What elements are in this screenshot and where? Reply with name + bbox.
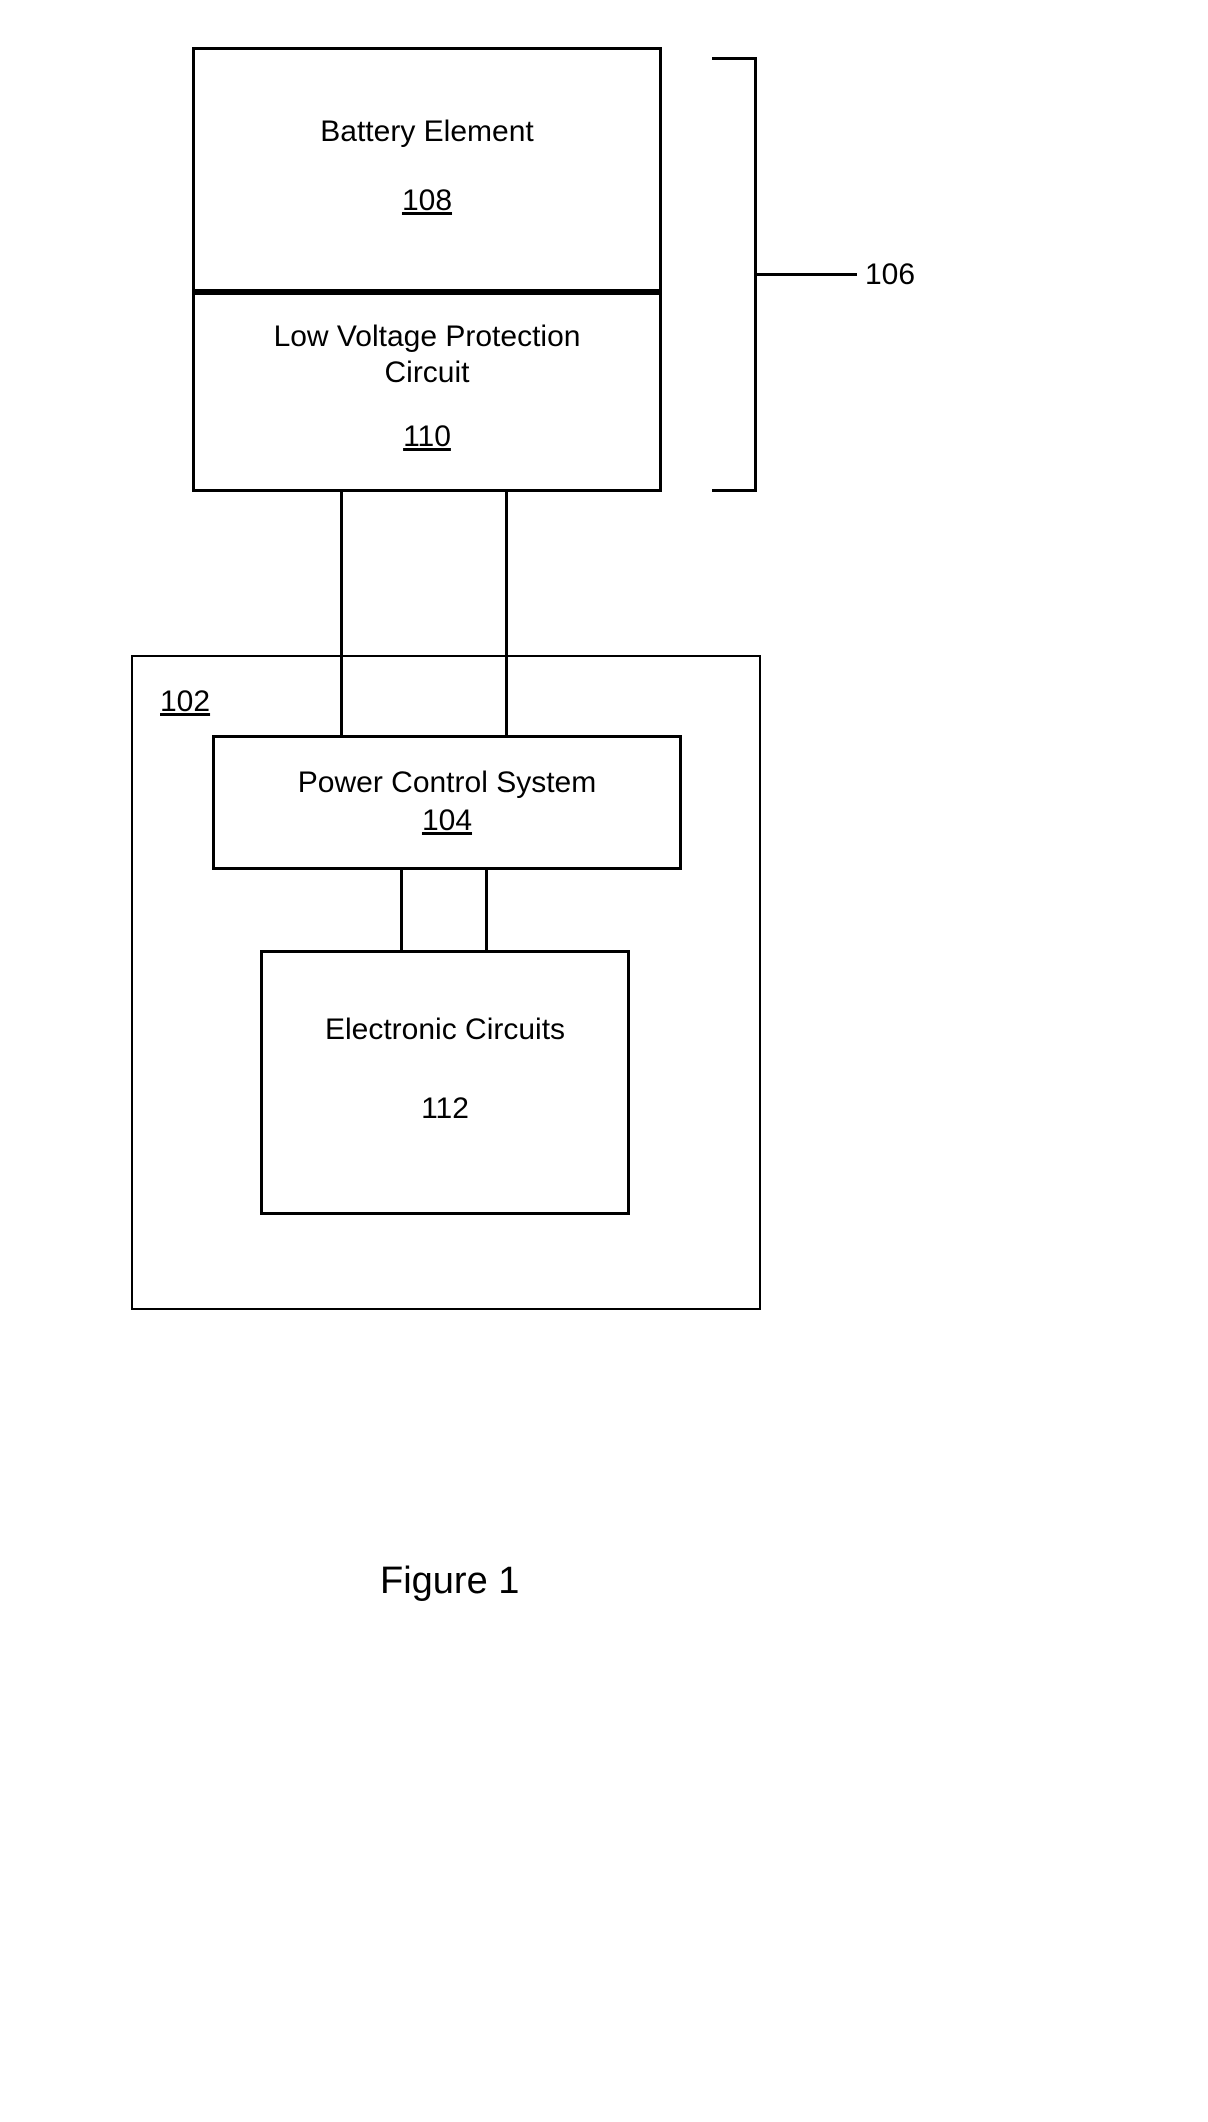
lvp-circuit-box: Low Voltage Protection Circuit 110 xyxy=(192,292,662,492)
lvp-label-line1: Low Voltage Protection xyxy=(195,320,659,354)
ec-label: Electronic Circuits xyxy=(263,1013,627,1047)
battery-element-label: Battery Element xyxy=(195,115,659,149)
electronic-circuits-box: Electronic Circuits 112 xyxy=(260,950,630,1215)
power-control-system-box: Power Control System 104 xyxy=(212,735,682,870)
container-102-ref: 102 xyxy=(160,685,210,719)
pcs-ref: 104 xyxy=(215,804,679,838)
callout-106-leader xyxy=(757,273,857,276)
lvp-ref: 110 xyxy=(195,420,659,454)
connector-pcs-to-ec-left xyxy=(400,870,403,950)
callout-106-label: 106 xyxy=(865,258,915,292)
ec-ref: 112 xyxy=(263,1092,627,1126)
battery-element-ref: 108 xyxy=(195,184,659,218)
figure-caption: Figure 1 xyxy=(380,1560,519,1603)
connector-pcs-to-ec-right xyxy=(485,870,488,950)
pcs-label: Power Control System xyxy=(215,766,679,800)
bracket-106 xyxy=(712,57,757,492)
battery-element-box: Battery Element 108 xyxy=(192,47,662,292)
lvp-label-line2: Circuit xyxy=(195,356,659,390)
